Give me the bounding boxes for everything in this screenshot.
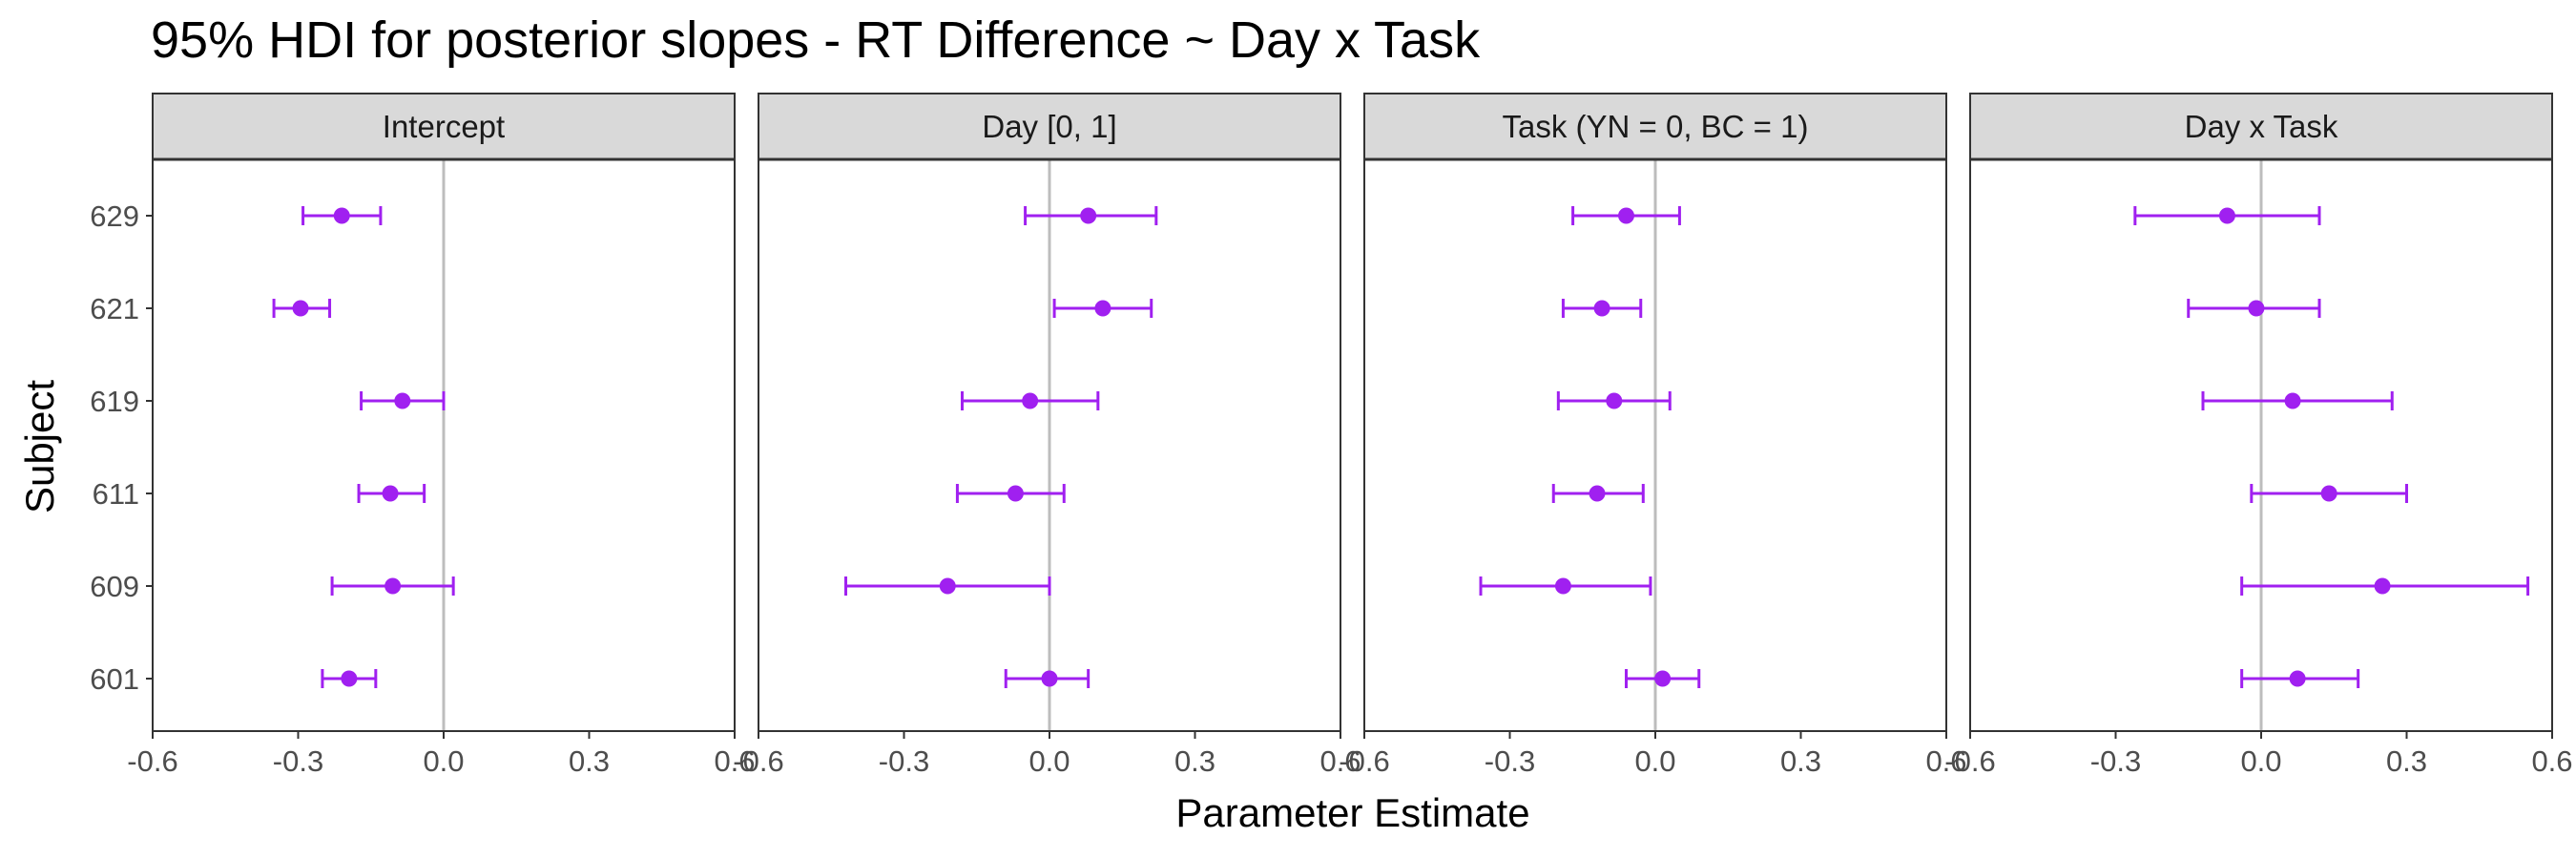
facet-panels: 629 621 619 611 609 601 Intercept -0.6 -0.3 0.0 0.… — [90, 93, 2573, 778]
x-tick-label: -0.3 — [879, 744, 929, 778]
estimate-point — [394, 392, 411, 409]
x-tick-label: 0.0 — [1028, 744, 1070, 778]
y-axis-title: Subject — [17, 380, 62, 513]
facet-strip — [1969, 93, 2553, 160]
y-tick-label: 629 — [90, 199, 139, 233]
estimate-point — [2289, 670, 2306, 687]
y-tick-label: 611 — [93, 477, 139, 511]
estimate-point — [2218, 207, 2235, 224]
estimate-point — [292, 300, 309, 317]
estimate-point — [2248, 300, 2265, 317]
estimate-point — [939, 577, 956, 595]
x-tick-label: 0.3 — [2386, 744, 2427, 778]
estimate-point — [333, 207, 350, 224]
y-tick-label: 619 — [90, 385, 139, 418]
estimate-point — [1041, 670, 1058, 687]
estimate-point — [1654, 670, 1672, 687]
chart-title: 95% HDI for posterior slopes - RT Differ… — [151, 11, 1481, 69]
estimate-point — [1007, 485, 1024, 502]
x-tick-label: 0.0 — [2240, 744, 2281, 778]
x-tick-label: -0.6 — [733, 744, 783, 778]
estimate-point — [384, 577, 402, 595]
x-tick-label: -0.6 — [127, 744, 177, 778]
x-tick-label: 0.6 — [714, 744, 755, 778]
x-axis-title: Parameter Estimate — [1175, 790, 1529, 835]
x-tick-label: -0.6 — [1944, 744, 1995, 778]
estimate-point — [1022, 392, 1039, 409]
y-tick-label: 601 — [90, 662, 139, 696]
x-tick-label: 0.6 — [1925, 744, 1966, 778]
facet-strip-label: Day [0, 1] — [982, 109, 1116, 144]
estimate-point — [2320, 485, 2337, 502]
x-tick-label: 0.6 — [2531, 744, 2572, 778]
x-tick-label: -0.3 — [273, 744, 323, 778]
estimate-point — [2374, 577, 2391, 595]
x-tick-label: 0.3 — [1780, 744, 1821, 778]
facet-strip-label: Task (YN = 0, BC = 1) — [1503, 109, 1809, 144]
x-tick-label: -0.3 — [2090, 744, 2141, 778]
estimate-point — [1589, 485, 1606, 502]
estimate-point — [1094, 300, 1111, 317]
x-tick-label: 0.0 — [423, 744, 464, 778]
x-tick-label: 0.0 — [1634, 744, 1675, 778]
estimate-point — [341, 670, 358, 687]
y-tick-label: 621 — [90, 292, 139, 325]
x-tick-label: -0.3 — [1485, 744, 1535, 778]
facet-strip-label: Day x Task — [2185, 109, 2338, 144]
x-tick-label: 0.3 — [569, 744, 610, 778]
x-tick-label: 0.3 — [1174, 744, 1215, 778]
estimate-point — [1593, 300, 1610, 317]
y-tick-label: 609 — [90, 570, 139, 603]
facet-strip-label: Intercept — [383, 109, 505, 144]
estimate-point — [1080, 207, 1097, 224]
estimate-point — [1554, 577, 1571, 595]
estimate-point — [382, 485, 399, 502]
x-tick-label: -0.6 — [1339, 744, 1389, 778]
estimate-point — [1618, 207, 1634, 224]
estimate-point — [1606, 392, 1623, 409]
x-tick-label: 0.6 — [1319, 744, 1361, 778]
estimate-point — [2284, 392, 2301, 409]
